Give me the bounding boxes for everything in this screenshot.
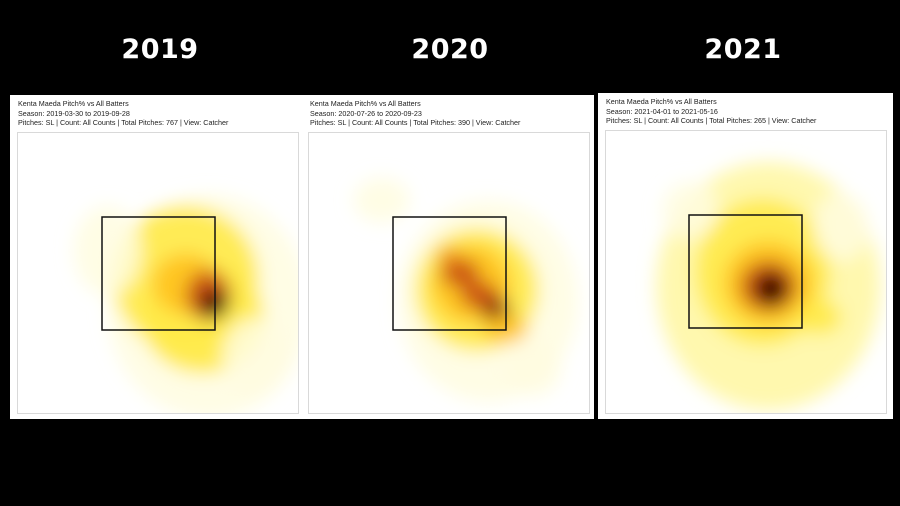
heatmap-plot [308,132,590,414]
density-blob [74,205,142,296]
strike-zone [392,216,507,331]
strike-zone [688,214,803,329]
chart-title: Kenta Maeda Pitch% vs All Batters [18,99,129,108]
density-blob [440,259,480,287]
season-range: Season: 2019-03-30 to 2019-09-28 [18,108,130,118]
heatmap-svg [656,162,881,411]
density-blob [437,247,461,265]
heatmap-panel-2019: Kenta Maeda Pitch% vs All Batters Season… [10,95,303,419]
chart-title: Kenta Maeda Pitch% vs All Batters [310,99,421,108]
density-layer [353,177,578,402]
panel-header: Kenta Maeda Pitch% vs All Batters Season… [18,99,228,128]
strike-zone [101,216,216,331]
season-range: Season: 2021-04-01 to 2021-05-16 [606,106,718,116]
chart-title: Kenta Maeda Pitch% vs All Batters [606,97,717,106]
panel-header: Kenta Maeda Pitch% vs All Batters Season… [310,99,520,128]
year-label-2021: 2021 [704,34,782,65]
density-layer [656,162,881,411]
season-range: Season: 2020-07-26 to 2020-09-23 [310,108,422,118]
filter-summary: Pitches: SL | Count: All Counts | Total … [310,118,521,128]
heatmap-svg [353,177,578,402]
density-blob [754,272,788,306]
year-label-2019: 2019 [121,34,199,65]
density-blob [482,315,528,343]
density-blob [200,289,228,318]
heatmap-panel-2021: Kenta Maeda Pitch% vs All Batters Season… [598,93,893,419]
heatmap-plot [17,132,299,414]
density-blob [796,300,842,335]
density-blob [505,340,561,397]
year-label-2020: 2020 [411,34,489,65]
filter-summary: Pitches: SL | Count: All Counts | Total … [606,116,817,126]
density-blob [662,181,718,239]
density-blob [222,317,290,397]
density-blob [813,193,870,261]
density-layer [74,194,298,413]
heatmap-panel-2020: Kenta Maeda Pitch% vs All Batters Season… [302,95,594,419]
filter-summary: Pitches: SL | Count: All Counts | Total … [18,118,229,128]
density-blob [353,177,410,223]
heatmap-svg [74,194,298,413]
heatmap-plot [605,130,887,414]
panel-header: Kenta Maeda Pitch% vs All Batters Season… [606,97,816,126]
